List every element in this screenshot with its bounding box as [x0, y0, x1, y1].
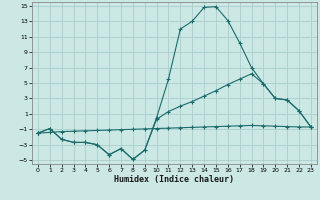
X-axis label: Humidex (Indice chaleur): Humidex (Indice chaleur) [115, 175, 234, 184]
